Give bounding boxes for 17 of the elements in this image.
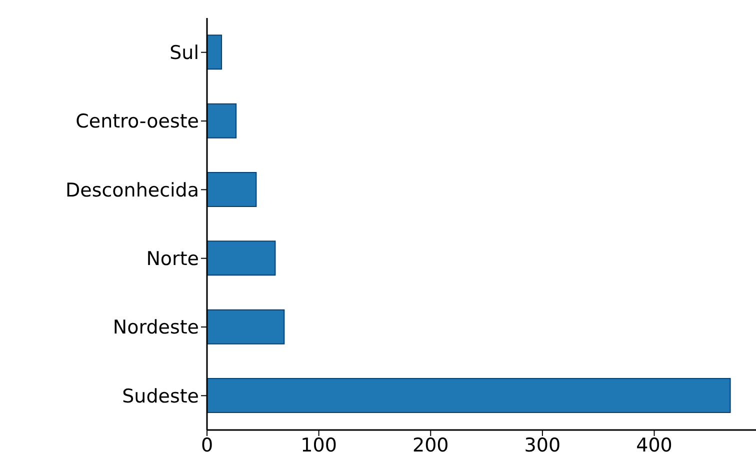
x-tick-label: 100 — [300, 434, 337, 456]
x-tick-label: 0 — [200, 434, 214, 456]
y-tick-label: Desconhecida — [66, 179, 199, 202]
y-tick-label: Centro-oeste — [76, 110, 199, 133]
x-tick-label: 200 — [412, 434, 449, 456]
bar — [207, 172, 257, 207]
bar — [207, 378, 731, 413]
bar — [207, 309, 285, 344]
bar — [207, 240, 276, 276]
x-tick-label: 300 — [524, 434, 561, 456]
y-tick-label: Sudeste — [122, 385, 199, 408]
bar — [207, 103, 237, 138]
x-tick-label: 400 — [636, 434, 672, 456]
y-tick-label: Sul — [170, 42, 199, 64]
y-tick-label: Norte — [146, 248, 199, 270]
y-tick-label: Nordeste — [112, 316, 199, 339]
bar — [207, 34, 222, 70]
